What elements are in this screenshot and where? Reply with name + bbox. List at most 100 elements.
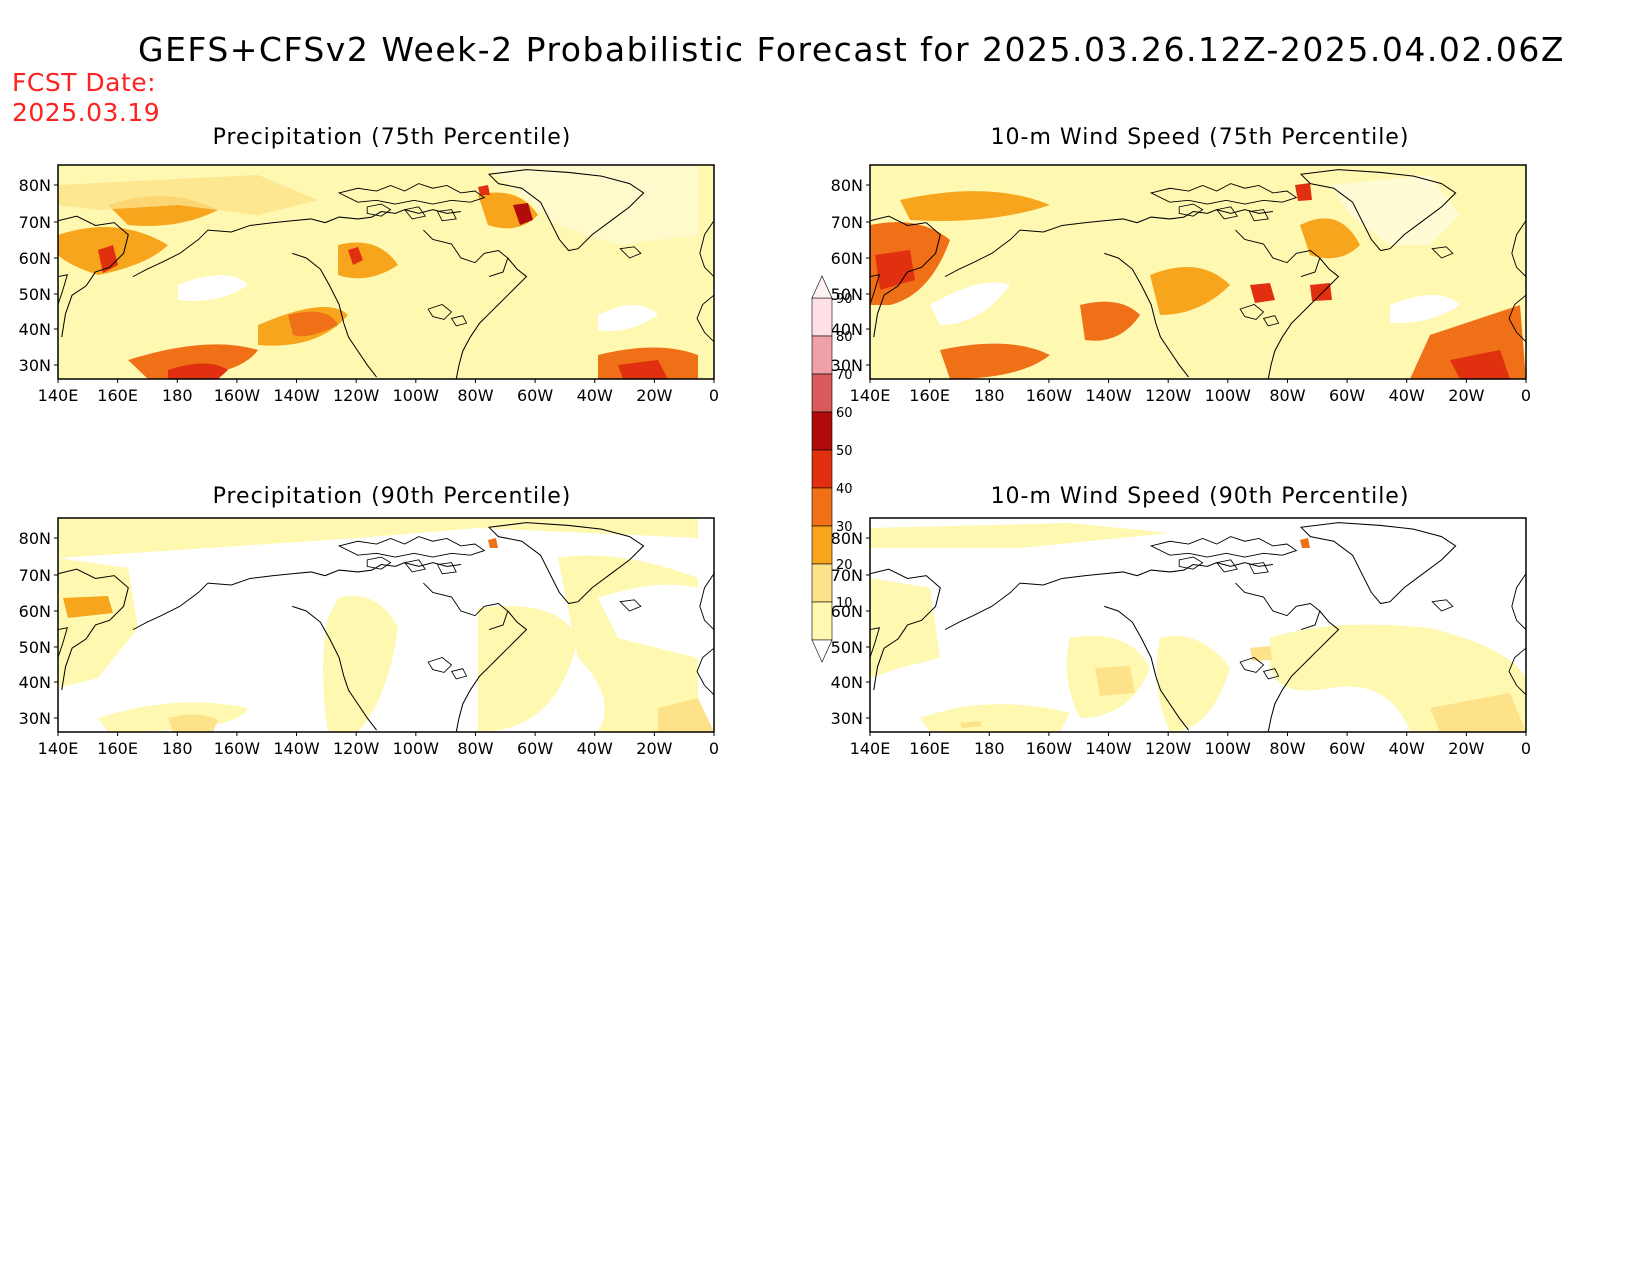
colorbar-swatch [811, 411, 833, 451]
lon-tick-label: 60W [1329, 739, 1365, 758]
lon-tick-label: 180 [162, 386, 193, 405]
lon-tick-label: 100W [1205, 386, 1252, 405]
lat-tick-label: 30N [19, 356, 51, 375]
colorbar-swatch [811, 335, 833, 375]
lon-tick-label: 120W [1145, 386, 1192, 405]
axis-labels: 80N 70N 60N 50N 40N 30N 140E 160E 180 160W 140W 120… [19, 176, 1531, 758]
lat-tick-label: 80N [19, 529, 51, 548]
colorbar-extension-bottom [811, 639, 833, 663]
lon-tick-label: 40W [577, 739, 613, 758]
lon-tick-label: 160E [909, 739, 950, 758]
colorbar-label: 60 [836, 406, 853, 421]
colorbar-swatch [811, 449, 833, 489]
lon-tick-label: 0 [709, 386, 719, 405]
lon-tick-label: 140E [38, 739, 79, 758]
lon-tick-label: 100W [393, 386, 440, 405]
forecast-date-block: FCST Date: 2025.03.19 [12, 68, 160, 128]
colorbar-label: 70 [836, 368, 853, 383]
lon-tick-label: 40W [1389, 739, 1425, 758]
lat-tick-label: 30N [831, 709, 863, 728]
lon-tick-label: 180 [974, 739, 1005, 758]
lon-tick-label: 160W [214, 386, 261, 405]
fcst-date-value: 2025.03.19 [12, 98, 161, 127]
panel-title-wind-90: 10-m Wind Speed (90th Percentile) [990, 484, 1410, 509]
lon-tick-label: 40W [577, 386, 613, 405]
lon-tick-label: 120W [1145, 739, 1192, 758]
lon-tick-label: 160W [1026, 739, 1073, 758]
colorbar-swatch [811, 297, 833, 337]
lon-tick-label: 80W [457, 739, 493, 758]
lat-tick-label: 30N [19, 709, 51, 728]
lat-tick-label: 70N [19, 213, 51, 232]
lon-tick-label: 100W [393, 739, 440, 758]
lon-tick-label: 120W [333, 739, 380, 758]
lon-tick-label: 20W [636, 739, 672, 758]
lat-tick-label: 50N [19, 285, 51, 304]
lon-tick-label: 60W [1329, 386, 1365, 405]
lon-tick-label: 80W [1269, 386, 1305, 405]
map-panel-precip-90 [57, 517, 715, 733]
lon-tick-label: 0 [709, 739, 719, 758]
lat-tick-label: 40N [19, 673, 51, 692]
lat-tick-label: 80N [19, 176, 51, 195]
colorbar-label: 80 [836, 330, 853, 345]
lon-tick-label: 140W [273, 739, 320, 758]
map-panel-wind-75 [869, 164, 1527, 380]
lat-tick-label: 40N [19, 320, 51, 339]
main-title: GEFS+CFSv2 Week-2 Probabilistic Forecast… [138, 30, 1565, 69]
lat-tick-label: 70N [19, 566, 51, 585]
lon-tick-label: 60W [517, 739, 553, 758]
lon-tick-label: 140E [850, 739, 891, 758]
lon-tick-label: 100W [1205, 739, 1252, 758]
lon-tick-label: 180 [974, 386, 1005, 405]
lat-tick-label: 60N [19, 249, 51, 268]
lat-tick-label: 60N [19, 602, 51, 621]
lon-tick-label: 40W [1389, 386, 1425, 405]
lon-tick-label: 20W [1448, 739, 1484, 758]
lat-tick-label: 80N [831, 529, 863, 548]
colorbar-swatch [811, 563, 833, 603]
colorbar-swatch [811, 525, 833, 565]
lat-tick-label: 70N [831, 566, 863, 585]
lon-tick-label: 140E [38, 386, 79, 405]
colorbar-swatch [811, 373, 833, 413]
lat-tick-label: 40N [831, 320, 863, 339]
lat-tick-label: 50N [831, 285, 863, 304]
lon-tick-label: 140W [1085, 386, 1132, 405]
panel-title-precip-90: Precipitation (90th Percentile) [212, 484, 572, 509]
colorbar-label: 90 [836, 292, 853, 307]
colorbar-label: 50 [836, 444, 853, 459]
lon-tick-label: 20W [1448, 386, 1484, 405]
lat-tick-label: 50N [19, 638, 51, 657]
lon-tick-label: 160E [97, 739, 138, 758]
lon-tick-label: 0 [1521, 739, 1531, 758]
lon-tick-label: 80W [457, 386, 493, 405]
lat-tick-label: 50N [831, 638, 863, 657]
map-panel-wind-90 [869, 517, 1527, 733]
lon-tick-label: 180 [162, 739, 193, 758]
panel-title-wind-75: 10-m Wind Speed (75th Percentile) [990, 125, 1410, 150]
colorbar-label: 10 [836, 596, 853, 611]
map-panel-precip-75 [57, 164, 715, 380]
lat-tick-label: 60N [831, 249, 863, 268]
lon-tick-label: 120W [333, 386, 380, 405]
colorbar-swatch [811, 487, 833, 527]
lon-tick-label: 160W [214, 739, 261, 758]
colorbar-label: 20 [836, 558, 853, 573]
lat-tick-label: 30N [831, 356, 863, 375]
lon-tick-label: 20W [636, 386, 672, 405]
lon-tick-label: 80W [1269, 739, 1305, 758]
lon-tick-label: 160E [909, 386, 950, 405]
lat-tick-label: 70N [831, 213, 863, 232]
lon-tick-label: 140E [850, 386, 891, 405]
lat-tick-label: 80N [831, 176, 863, 195]
colorbar-label: 40 [836, 482, 853, 497]
lon-tick-label: 140W [273, 386, 320, 405]
colorbar-label: 30 [836, 520, 853, 535]
lon-tick-label: 140W [1085, 739, 1132, 758]
panel-title-precip-75: Precipitation (75th Percentile) [212, 125, 572, 150]
colorbar-swatch [811, 601, 833, 641]
lon-tick-label: 160W [1026, 386, 1073, 405]
